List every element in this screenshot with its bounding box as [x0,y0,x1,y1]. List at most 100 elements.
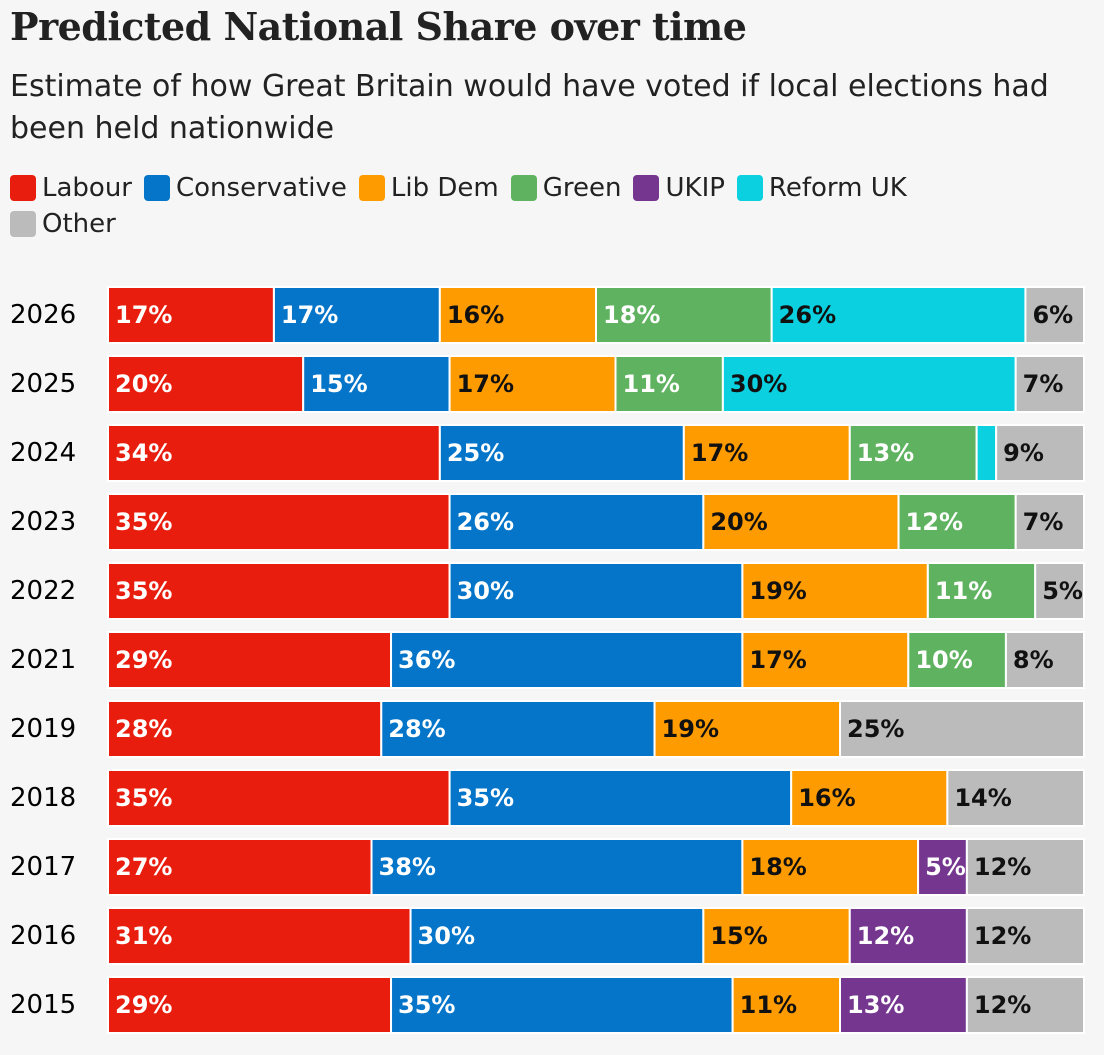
legend-item: Reform UK [736,172,907,204]
legend-item: Other [10,208,116,240]
data-label: 38% [379,853,436,881]
legend-swatch [10,175,36,201]
legend-item: Labour [10,172,132,204]
y-tick-label: 2018 [10,783,76,813]
data-label: 11% [740,991,797,1019]
bar-segment [107,562,451,620]
data-label: 12% [906,508,963,536]
y-tick-label: 2017 [10,852,76,882]
data-label: 17% [749,646,806,674]
data-label: 9% [1003,439,1044,467]
data-label: 11% [935,577,992,605]
legend-swatch [633,175,660,201]
y-tick-label: 2026 [10,300,76,330]
data-label: 29% [115,991,172,1019]
bar-segment [390,631,744,689]
bar-segment [107,838,373,896]
data-label: 16% [447,301,504,329]
bar-segment [653,700,841,758]
bar-segment [1024,286,1085,344]
bar-segment [1014,493,1085,551]
data-label: 27% [115,853,172,881]
bar-segment [848,907,968,965]
y-tick-label: 2022 [10,576,76,606]
data-label: 13% [847,991,904,1019]
legend-swatch [736,175,763,201]
bar-segment [926,562,1037,620]
data-label: 12% [974,853,1031,881]
data-label: 35% [398,991,455,1019]
bar-segment [907,631,1007,689]
data-label: 20% [710,508,767,536]
bar-segment [1034,562,1085,620]
legend-swatch [358,175,385,201]
data-label: 28% [115,715,172,743]
bar-segment [272,286,441,344]
data-label: 10% [915,646,972,674]
bar-segment [839,700,1085,758]
bar-segment [107,700,383,758]
bar-segment [702,907,851,965]
data-label: 12% [974,991,1031,1019]
data-label: 14% [954,784,1011,812]
data-label: 36% [398,646,455,674]
legend-item: Conservative [144,172,347,204]
bar-segment [107,355,305,413]
legend-item: Green [510,172,621,204]
bar-segment [107,286,275,344]
data-label: 13% [857,439,914,467]
data-label: 15% [710,922,767,950]
y-tick-label: 2016 [10,921,76,951]
bar-segment [107,631,393,689]
data-label: 30% [418,922,475,950]
legend-label: UKIP [665,173,725,203]
bar-segment [965,907,1086,965]
data-label: 19% [749,577,806,605]
y-tick-label: 2023 [10,507,76,537]
data-label: 16% [798,784,855,812]
bar-segment [107,907,412,965]
legend-item: Lib Dem [358,172,499,204]
data-label: 15% [310,370,367,398]
legend-label: Conservative [176,173,347,203]
data-label: 11% [623,370,680,398]
data-label: 5% [925,853,966,881]
bar-segment [770,286,1027,344]
data-label: 25% [447,439,504,467]
data-label: 30% [457,577,514,605]
bar-segment [107,493,451,551]
y-tick-label: 2021 [10,645,76,675]
data-label: 17% [115,301,172,329]
y-tick-label: 2024 [10,438,76,468]
legend-item: UKIP [633,172,725,204]
bar-segment [790,769,949,827]
bar-segment [965,838,1086,896]
legend: Labour Conservative Lib Dem Green UKIP Reform… [10,172,990,240]
data-label: 17% [281,301,338,329]
data-label: 17% [457,370,514,398]
legend-swatch [510,175,537,201]
data-label: 18% [749,853,806,881]
bar-segment [107,769,451,827]
data-label: 30% [730,370,787,398]
data-label: 12% [974,922,1031,950]
bar-segment [448,562,744,620]
bar-segment [107,424,441,482]
data-label: 26% [779,301,836,329]
data-label: 17% [691,439,748,467]
data-label: 26% [457,508,514,536]
bar-segment [897,493,1017,551]
data-label: 18% [603,301,660,329]
bar-segment [595,286,773,344]
legend-swatch [144,175,170,201]
legend-label: Lib Dem [390,173,499,203]
bar-segment [965,976,1086,1034]
data-label: 28% [388,715,445,743]
chart-title: Predicted National Share over time [10,4,747,49]
data-label: 35% [115,508,172,536]
bar-segment [741,838,920,896]
bar-segment [682,424,851,482]
data-label: 6% [1032,301,1073,329]
data-label: 20% [115,370,172,398]
